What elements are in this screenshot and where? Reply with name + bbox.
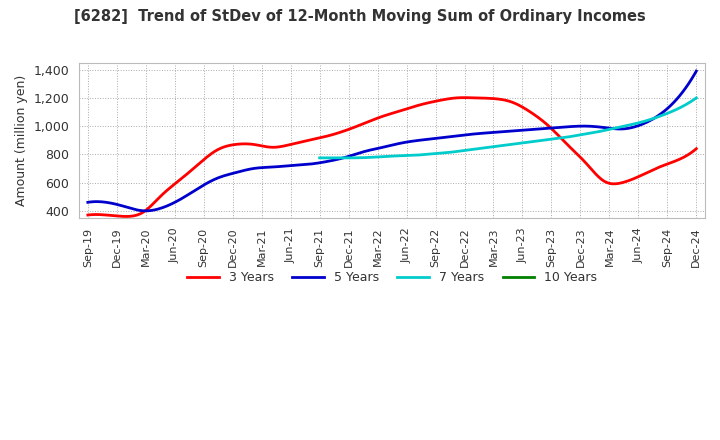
Text: [6282]  Trend of StDev of 12-Month Moving Sum of Ordinary Incomes: [6282] Trend of StDev of 12-Month Moving… (74, 9, 646, 24)
Y-axis label: Amount (million yen): Amount (million yen) (15, 75, 28, 206)
Legend: 3 Years, 5 Years, 7 Years, 10 Years: 3 Years, 5 Years, 7 Years, 10 Years (182, 266, 602, 289)
